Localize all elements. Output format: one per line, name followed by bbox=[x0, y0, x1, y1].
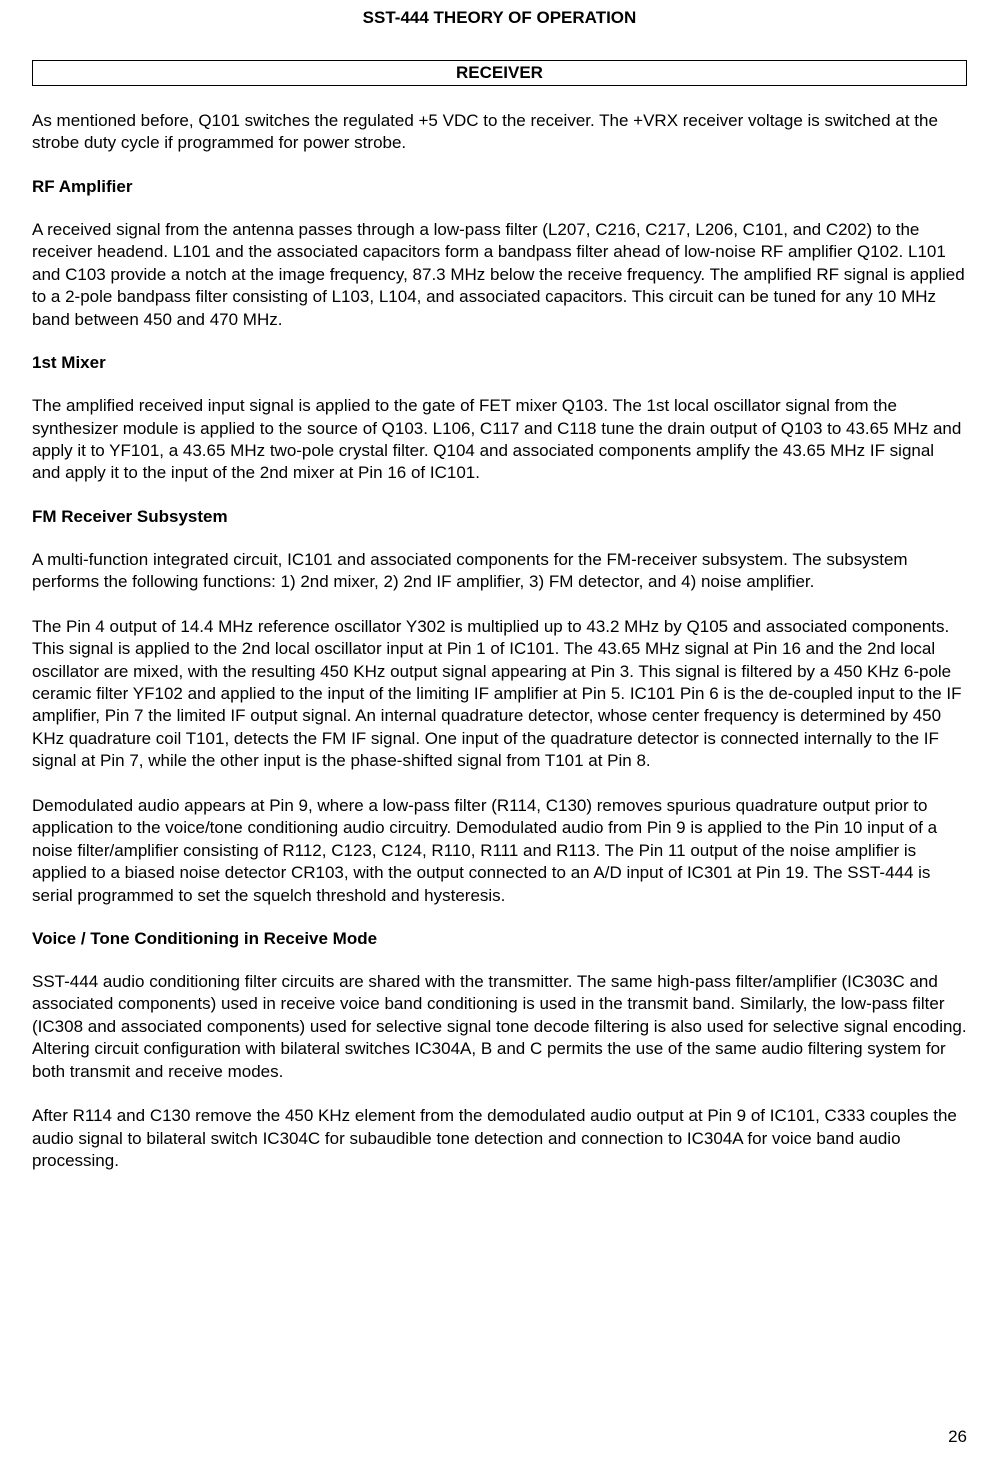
page-number: 26 bbox=[948, 1427, 967, 1447]
subheading-voice-tone: Voice / Tone Conditioning in Receive Mod… bbox=[32, 929, 967, 949]
paragraph: Demodulated audio appears at Pin 9, wher… bbox=[32, 795, 967, 907]
subheading-1st-mixer: 1st Mixer bbox=[32, 353, 967, 373]
document-title: SST-444 THEORY OF OPERATION bbox=[32, 8, 967, 28]
intro-paragraph: As mentioned before, Q101 switches the r… bbox=[32, 110, 967, 155]
subheading-rf-amplifier: RF Amplifier bbox=[32, 177, 967, 197]
subheading-fm-receiver: FM Receiver Subsystem bbox=[32, 507, 967, 527]
paragraph: A multi-function integrated circuit, IC1… bbox=[32, 549, 967, 594]
section-header-box: RECEIVER bbox=[32, 60, 967, 86]
paragraph: A received signal from the antenna passe… bbox=[32, 219, 967, 331]
paragraph: After R114 and C130 remove the 450 KHz e… bbox=[32, 1105, 967, 1172]
paragraph: The Pin 4 output of 14.4 MHz reference o… bbox=[32, 616, 967, 773]
paragraph: SST-444 audio conditioning filter circui… bbox=[32, 971, 967, 1083]
paragraph: The amplified received input signal is a… bbox=[32, 395, 967, 485]
